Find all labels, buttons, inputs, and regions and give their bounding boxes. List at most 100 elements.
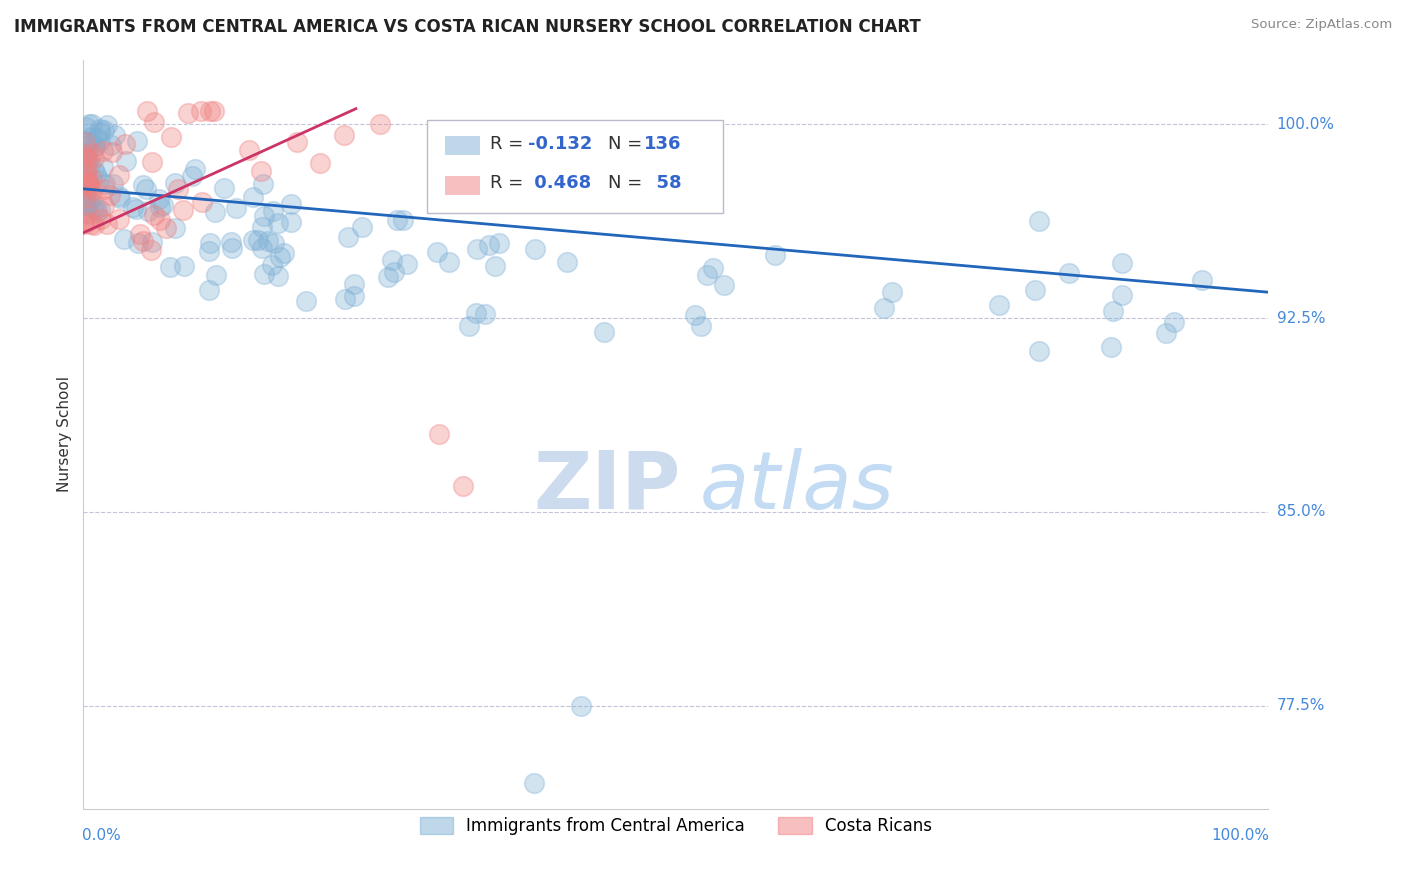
Text: 92.5%: 92.5% <box>1277 310 1326 326</box>
Point <box>108 189 131 203</box>
Point <box>1154 326 1177 340</box>
Point <box>141 235 163 249</box>
Point <box>425 245 447 260</box>
Point <box>252 177 274 191</box>
Point <box>127 236 149 251</box>
Point <box>592 325 614 339</box>
Point <box>280 197 302 211</box>
Text: 100.0%: 100.0% <box>1277 117 1334 132</box>
Point <box>76 214 98 228</box>
Point <box>377 270 399 285</box>
Point <box>100 138 122 153</box>
Point <box>89 173 111 187</box>
Point <box>242 190 264 204</box>
Point <box>83 218 105 232</box>
Point <box>683 308 706 322</box>
Point <box>191 194 214 209</box>
FancyBboxPatch shape <box>427 120 723 213</box>
Point <box>198 244 221 258</box>
Point <box>89 122 111 136</box>
Point <box>180 169 202 183</box>
Point <box>190 104 212 119</box>
Point <box>523 242 546 256</box>
Point <box>523 776 546 790</box>
Text: 0.468: 0.468 <box>527 174 591 193</box>
Point <box>250 241 273 255</box>
Point <box>73 135 96 149</box>
Point <box>285 136 308 150</box>
Point <box>343 288 366 302</box>
Point <box>333 128 356 142</box>
Point <box>104 128 127 143</box>
Point <box>141 154 163 169</box>
Point <box>76 148 98 162</box>
Point <box>83 162 105 177</box>
Point <box>163 220 186 235</box>
Point <box>135 182 157 196</box>
Point <box>295 293 318 308</box>
Point <box>73 170 96 185</box>
Point <box>696 268 718 283</box>
Point <box>73 178 96 193</box>
Point <box>280 215 302 229</box>
Point <box>80 129 103 144</box>
Point <box>250 163 273 178</box>
Point <box>73 151 96 165</box>
Point <box>84 139 107 153</box>
Point <box>93 199 115 213</box>
Point <box>114 232 136 246</box>
Point <box>139 243 162 257</box>
Point <box>93 123 115 137</box>
Point <box>91 145 114 159</box>
Point <box>202 104 225 119</box>
Point <box>165 176 187 190</box>
Point <box>167 182 190 196</box>
Point <box>159 260 181 274</box>
Point <box>80 217 103 231</box>
Point <box>242 233 264 247</box>
Point <box>90 212 112 227</box>
Point <box>115 153 138 168</box>
Point <box>1111 288 1133 302</box>
Point <box>136 203 159 218</box>
Point <box>79 158 101 172</box>
Text: N =: N = <box>609 174 643 193</box>
Point <box>439 255 461 269</box>
Point <box>86 167 108 181</box>
Y-axis label: Nursery School: Nursery School <box>58 376 72 492</box>
Point <box>273 246 295 260</box>
Point <box>76 181 98 195</box>
Point <box>79 117 101 131</box>
Point <box>184 161 207 176</box>
Point <box>80 117 103 131</box>
Point <box>83 140 105 154</box>
Point <box>89 134 111 148</box>
Point <box>464 306 486 320</box>
Point <box>75 206 97 220</box>
Point <box>221 235 243 250</box>
Point <box>381 252 404 267</box>
Point <box>96 218 118 232</box>
Point <box>125 134 148 148</box>
Text: ZIP: ZIP <box>534 448 681 526</box>
Point <box>136 104 159 119</box>
Point <box>148 192 170 206</box>
Point <box>132 178 155 192</box>
Point <box>569 698 592 713</box>
Text: 85.0%: 85.0% <box>1277 504 1324 519</box>
Point <box>75 120 97 134</box>
Point <box>484 260 506 274</box>
Point <box>177 105 200 120</box>
Point <box>79 194 101 209</box>
Point <box>75 196 97 211</box>
Point <box>343 277 366 291</box>
Point <box>204 268 226 282</box>
Point <box>260 258 283 272</box>
Point <box>385 213 408 227</box>
Point <box>1099 340 1122 354</box>
Point <box>1163 315 1185 329</box>
Point <box>763 248 786 262</box>
Point <box>98 188 121 202</box>
Point <box>75 151 97 165</box>
Point <box>172 203 194 218</box>
